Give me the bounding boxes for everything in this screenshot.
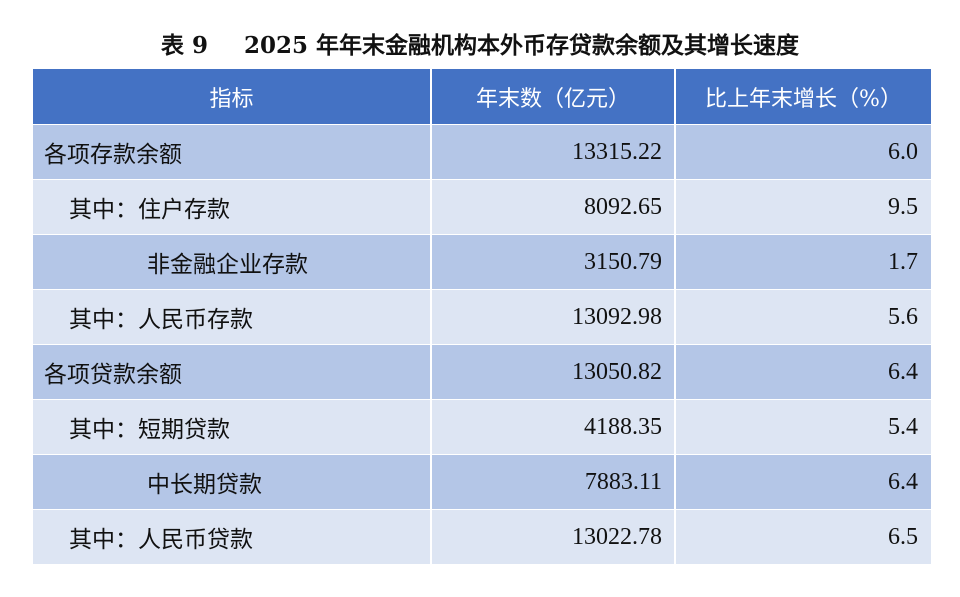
row-growth: 6.5 (675, 509, 931, 564)
row-label: 各项存款余额 (33, 124, 432, 180)
table-title-text: 2025 年年末金融机构本外币存贷款余额及其增长速度 (243, 32, 800, 59)
header-growth: 比上年末增长（%） (675, 69, 931, 125)
table-row: 非金融企业存款 3150.79 1.7 (33, 234, 931, 290)
row-growth: 6.0 (675, 124, 931, 180)
header-row: 指标 年末数（亿元） 比上年末增长（%） (33, 69, 931, 125)
row-value: 3150.79 (431, 234, 676, 290)
row-value: 7883.11 (431, 454, 676, 510)
row-label: 其中：住户存款 (33, 179, 432, 235)
table-title: 表 9 2025 年年末金融机构本外币存贷款余额及其增长速度 (0, 26, 960, 60)
row-label: 非金融企业存款 (33, 234, 432, 290)
row-growth: 5.4 (675, 399, 931, 455)
table-row: 各项贷款余额 13050.82 6.4 (33, 344, 931, 400)
row-value: 13092.98 (431, 289, 676, 345)
row-label: 其中：人民币存款 (33, 289, 432, 345)
table-row: 其中：人民币贷款 13022.78 6.5 (33, 509, 931, 564)
table-row: 其中：短期贷款 4188.35 5.4 (33, 399, 931, 455)
header-year-end-value: 年末数（亿元） (431, 69, 676, 125)
row-growth: 1.7 (675, 234, 931, 290)
row-value: 8092.65 (431, 179, 676, 235)
table-row: 其中：住户存款 8092.65 9.5 (33, 179, 931, 235)
row-label: 其中：人民币贷款 (33, 509, 432, 564)
row-growth: 9.5 (675, 179, 931, 235)
table-number: 表 9 (160, 32, 208, 59)
data-table: 指标 年末数（亿元） 比上年末增长（%） 各项存款余额 13315.22 6.0… (33, 69, 931, 564)
row-growth: 6.4 (675, 454, 931, 510)
row-label: 各项贷款余额 (33, 344, 432, 400)
row-value: 4188.35 (431, 399, 676, 455)
table-row: 其中：人民币存款 13092.98 5.6 (33, 289, 931, 345)
row-growth: 6.4 (675, 344, 931, 400)
table-row: 中长期贷款 7883.11 6.4 (33, 454, 931, 510)
table-row: 各项存款余额 13315.22 6.0 (33, 124, 931, 180)
row-growth: 5.6 (675, 289, 931, 345)
row-value: 13022.78 (431, 509, 676, 564)
row-label: 其中：短期贷款 (33, 399, 432, 455)
row-value: 13050.82 (431, 344, 676, 400)
row-label: 中长期贷款 (33, 454, 432, 510)
header-indicator: 指标 (33, 69, 432, 125)
row-value: 13315.22 (431, 124, 676, 180)
